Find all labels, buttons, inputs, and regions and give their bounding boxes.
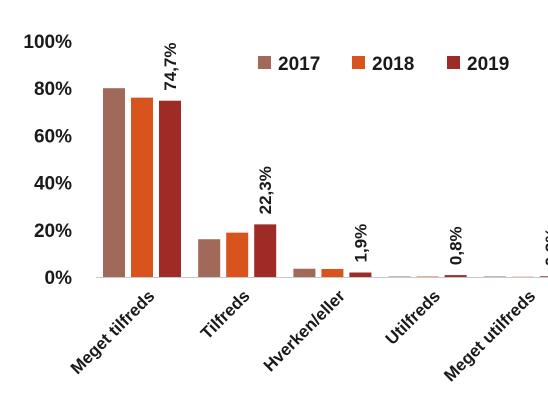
data-label: 0,8% <box>447 226 466 265</box>
category-label: Meget tilfreds <box>67 286 159 378</box>
legend-label: 2019 <box>467 54 509 75</box>
data-labels: 74,7% 22,3% 1,9% 0,8% 0,3% <box>161 43 548 267</box>
data-label: 0,3% <box>542 228 548 267</box>
category-label: Hverken/eller <box>260 286 349 375</box>
category-label: Tilfreds <box>197 286 254 343</box>
y-axis-tick-labels: 0% 20% 40% 60% 80% 100% <box>23 32 72 289</box>
data-label: 1,9% <box>351 224 370 263</box>
bar-2018 <box>321 268 344 277</box>
y-tick-label: 60% <box>34 126 72 147</box>
bar-2019 <box>539 276 548 277</box>
y-tick-label: 100% <box>23 32 72 53</box>
legend-swatch-2018 <box>352 56 365 69</box>
category-label: Utilfreds <box>382 286 444 348</box>
data-label: 22,3% <box>256 166 275 214</box>
data-label: 74,7% <box>161 43 180 91</box>
bar-2017 <box>103 88 125 277</box>
bars <box>103 88 548 277</box>
category-label: Meget utilfreds <box>440 286 539 385</box>
bar-2019 <box>349 272 372 277</box>
bar-2019 <box>159 100 181 277</box>
x-axis-category-labels: Meget tilfreds Tilfreds Hverken/eller Utilf… <box>67 286 539 385</box>
y-tick-label: 80% <box>34 79 72 100</box>
y-tick-label: 20% <box>34 221 72 242</box>
bar-2019 <box>254 224 277 277</box>
legend-label: 2017 <box>278 54 320 75</box>
y-tick-label: 0% <box>45 268 73 289</box>
bar-2017 <box>293 268 316 277</box>
legend-label: 2018 <box>372 54 414 75</box>
legend-swatch-2019 <box>447 56 460 69</box>
legend-swatch-2017 <box>258 56 271 69</box>
y-tick-label: 40% <box>34 174 72 195</box>
bar-2019 <box>444 275 467 277</box>
bar-2018 <box>226 232 249 277</box>
bar-2018 <box>131 97 153 277</box>
legend: 2017 2018 2019 <box>258 54 509 75</box>
bar-2017 <box>198 239 221 277</box>
